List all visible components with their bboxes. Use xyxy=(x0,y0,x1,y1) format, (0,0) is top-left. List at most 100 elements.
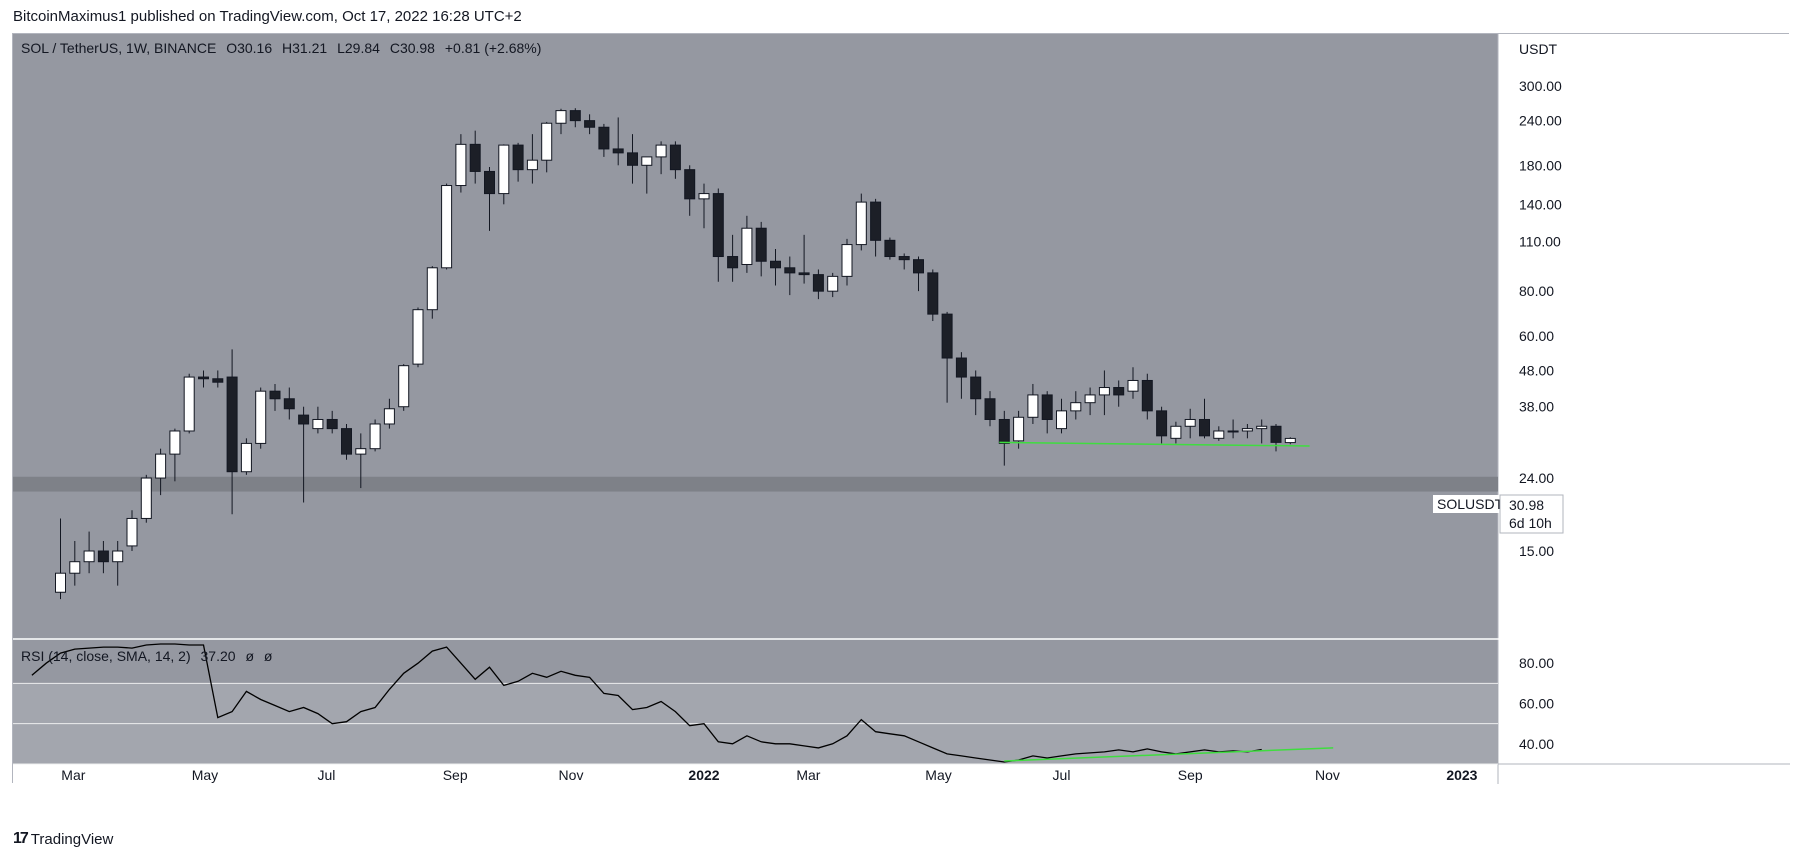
candle[interactable] xyxy=(198,370,209,388)
time-tick-label[interactable]: Jul xyxy=(1053,767,1071,783)
price-tick-label[interactable]: 48.00 xyxy=(1519,362,1554,378)
candle[interactable] xyxy=(441,183,453,270)
candle[interactable] xyxy=(97,540,109,574)
candle[interactable] xyxy=(1098,370,1110,416)
candle[interactable] xyxy=(755,221,767,277)
candle[interactable] xyxy=(770,248,781,286)
candles-layer[interactable] xyxy=(55,108,1296,600)
candle[interactable] xyxy=(627,134,638,184)
candle[interactable] xyxy=(126,510,138,551)
candle[interactable] xyxy=(1070,391,1082,420)
candle[interactable] xyxy=(998,410,1010,466)
price-tick-label[interactable]: 15.00 xyxy=(1519,543,1554,559)
candle[interactable] xyxy=(1256,419,1268,444)
time-tick-label[interactable]: 2023 xyxy=(1446,767,1477,783)
price-tick-label[interactable]: 300.00 xyxy=(1519,78,1562,94)
candle[interactable] xyxy=(226,349,238,515)
candle[interactable] xyxy=(155,448,167,496)
candle[interactable] xyxy=(426,266,438,319)
candle[interactable] xyxy=(412,307,424,368)
rsi-axis-ticks[interactable]: 80.00 60.00 40.00 xyxy=(1519,655,1554,752)
chart-svg[interactable]: 300.00 240.00 180.00 140.00 110.00 80.00 60.00… xyxy=(13,34,1790,784)
rsi-tick-label[interactable]: 40.00 xyxy=(1519,736,1554,752)
time-tick-label[interactable]: Nov xyxy=(559,767,584,783)
time-tick-label[interactable]: Jul xyxy=(318,767,336,783)
candle[interactable] xyxy=(269,383,281,411)
candle[interactable] xyxy=(1199,398,1210,439)
candle[interactable] xyxy=(855,193,867,251)
candle[interactable] xyxy=(69,540,81,586)
rsi-trendline[interactable] xyxy=(1004,747,1334,762)
price-tick-label[interactable]: 38.00 xyxy=(1519,399,1554,415)
rsi-tick-label[interactable]: 80.00 xyxy=(1519,655,1554,671)
candle[interactable] xyxy=(498,144,510,205)
candle[interactable] xyxy=(83,531,95,574)
candle[interactable] xyxy=(541,121,553,173)
candle[interactable] xyxy=(1241,423,1253,439)
candle[interactable] xyxy=(698,183,710,229)
candle[interactable] xyxy=(955,352,967,399)
trendline-layer[interactable] xyxy=(999,441,1310,447)
candle[interactable] xyxy=(1056,398,1067,434)
candle[interactable] xyxy=(1284,437,1296,445)
time-tick-label[interactable]: Mar xyxy=(796,767,820,783)
candle[interactable] xyxy=(512,142,524,182)
candle[interactable] xyxy=(1270,423,1282,452)
time-tick-label[interactable]: 2022 xyxy=(688,767,719,783)
support-trendline[interactable] xyxy=(999,441,1310,447)
candle[interactable] xyxy=(612,117,624,166)
rsi-tick-label[interactable]: 60.00 xyxy=(1519,696,1554,712)
candle[interactable] xyxy=(369,419,381,452)
rsi-line[interactable] xyxy=(31,643,1262,763)
candle[interactable] xyxy=(598,123,610,157)
candle[interactable] xyxy=(555,108,567,135)
candle[interactable] xyxy=(169,428,181,482)
candle[interactable] xyxy=(140,474,152,523)
candle[interactable] xyxy=(641,156,653,194)
tradingview-footer[interactable]: 17 TradingView xyxy=(13,830,113,848)
time-tick-label[interactable]: May xyxy=(192,767,218,783)
time-tick-label[interactable]: Nov xyxy=(1315,767,1340,783)
candle[interactable] xyxy=(712,188,724,282)
time-tick-label[interactable]: May xyxy=(925,767,951,783)
price-tick-label[interactable]: 110.00 xyxy=(1519,234,1561,250)
candle[interactable] xyxy=(1184,408,1196,439)
candle[interactable] xyxy=(1084,387,1096,416)
candle[interactable] xyxy=(1127,367,1139,399)
candle[interactable] xyxy=(312,406,324,434)
candle[interactable] xyxy=(669,141,681,179)
candle[interactable] xyxy=(898,253,910,270)
price-tick-label[interactable]: 24.00 xyxy=(1519,470,1554,486)
candle[interactable] xyxy=(798,234,810,284)
candle[interactable] xyxy=(884,237,896,260)
candle[interactable] xyxy=(1113,380,1125,407)
candle[interactable] xyxy=(841,238,853,286)
candle[interactable] xyxy=(383,398,395,429)
candle[interactable] xyxy=(812,269,824,300)
candle[interactable] xyxy=(684,165,696,216)
candle[interactable] xyxy=(970,370,982,416)
candle[interactable] xyxy=(526,134,538,184)
candle[interactable] xyxy=(1156,406,1168,444)
candle[interactable] xyxy=(727,234,739,282)
candle[interactable] xyxy=(870,198,882,257)
candle[interactable] xyxy=(655,141,667,175)
candle[interactable] xyxy=(55,518,66,600)
candle[interactable] xyxy=(913,256,924,292)
candle[interactable] xyxy=(941,311,953,403)
candle[interactable] xyxy=(469,130,481,184)
candle[interactable] xyxy=(283,387,295,420)
time-tick-label[interactable]: Sep xyxy=(1178,767,1203,783)
price-tick-label[interactable]: 180.00 xyxy=(1519,157,1562,173)
candle[interactable] xyxy=(584,114,596,135)
time-tick-label[interactable]: Sep xyxy=(443,767,468,783)
time-axis-ticks[interactable]: Mar May Jul Sep Nov 2022 Mar May Jul Sep Nov 2023 xyxy=(61,767,1477,783)
candle[interactable] xyxy=(984,391,996,427)
candle[interactable] xyxy=(1170,421,1182,444)
candle[interactable] xyxy=(1227,419,1239,439)
candle[interactable] xyxy=(1027,383,1039,424)
candle[interactable] xyxy=(398,364,410,411)
price-tick-label[interactable]: 140.00 xyxy=(1519,196,1562,212)
candle[interactable] xyxy=(784,256,796,296)
candle[interactable] xyxy=(569,108,581,128)
